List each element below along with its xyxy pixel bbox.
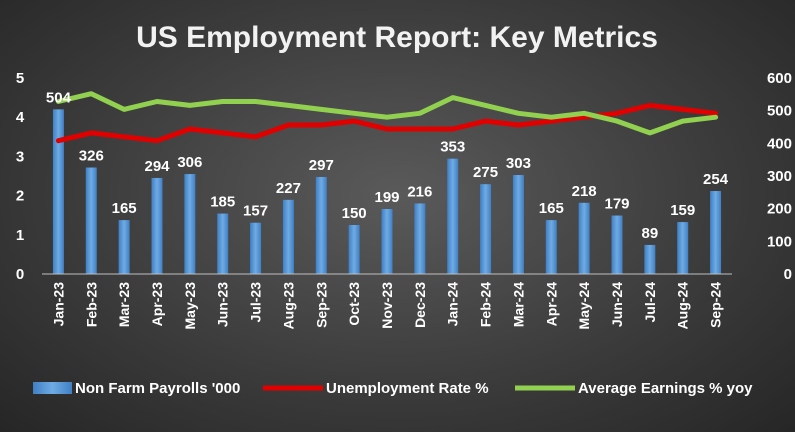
bars-group xyxy=(52,109,722,274)
y-left-tick-label: 0 xyxy=(16,266,24,283)
bar xyxy=(480,184,492,274)
bar xyxy=(512,175,524,274)
bar-data-label: 303 xyxy=(506,155,531,172)
bar xyxy=(644,244,656,274)
bar-data-label: 165 xyxy=(112,200,137,217)
bar-data-label: 159 xyxy=(670,202,695,219)
y-right-tick-label: 300 xyxy=(767,168,792,185)
x-tick-label: May-24 xyxy=(576,282,592,330)
bar-data-label: 150 xyxy=(342,205,367,222)
x-tick-label: Apr-24 xyxy=(543,282,559,327)
bar-data-label: 157 xyxy=(243,203,268,220)
legend-label: Unemployment Rate % xyxy=(326,380,489,397)
y-right-tick-label: 200 xyxy=(767,201,792,218)
bar xyxy=(85,167,97,274)
y-left-tick-label: 1 xyxy=(16,227,24,244)
x-tick-label: Feb-24 xyxy=(478,282,494,327)
y-right-tick-label: 400 xyxy=(767,135,792,152)
axes-group: 0 1 2 3 4 5 0 100 200 300 400 500 600 Jan-23 Feb-23 Mar… xyxy=(16,70,792,329)
x-tick-label: Nov-23 xyxy=(379,282,395,329)
bar-data-label: 504 xyxy=(46,89,72,106)
bar xyxy=(348,225,360,274)
x-tick-label: May-23 xyxy=(182,282,198,330)
x-tick-label: Jun-23 xyxy=(215,282,231,327)
bar-data-label: 275 xyxy=(473,164,498,181)
bar-data-label: 294 xyxy=(144,158,170,175)
y-left-tick-label: 3 xyxy=(16,148,24,165)
bar xyxy=(282,199,294,274)
bar-data-label: 89 xyxy=(642,225,659,242)
x-tick-label: Jan-23 xyxy=(50,282,66,327)
bar xyxy=(151,177,163,274)
legend-swatch xyxy=(33,382,72,394)
bar xyxy=(217,213,229,274)
bar-data-label: 199 xyxy=(374,189,399,206)
line-series-1 xyxy=(55,102,719,144)
bar-data-label: 306 xyxy=(177,154,202,171)
bar xyxy=(52,109,64,274)
bar xyxy=(545,220,557,274)
legend-label: Non Farm Payrolls '000 xyxy=(75,380,240,397)
lines-group xyxy=(55,91,719,144)
bar xyxy=(414,203,426,274)
bar xyxy=(710,191,722,274)
y-left-tick-label: 4 xyxy=(16,109,25,126)
chart-title: US Employment Report: Key Metrics xyxy=(136,21,658,54)
bar xyxy=(578,202,590,274)
bar xyxy=(447,158,459,274)
data-labels-group: 504 326 165 294 306 185 157 227 297 150 199 216 353 2… xyxy=(46,89,729,242)
bar-data-label: 179 xyxy=(604,196,629,213)
legend: Non Farm Payrolls '000 Unemployment Rate … xyxy=(33,380,753,397)
x-tick-label: Aug-24 xyxy=(675,282,691,330)
line-series-2 xyxy=(55,91,719,136)
bar-data-label: 353 xyxy=(440,139,465,156)
bar-data-label: 227 xyxy=(276,180,301,197)
bar xyxy=(184,174,196,274)
bar xyxy=(315,176,327,274)
x-tick-label: Mar-23 xyxy=(116,282,132,327)
x-tick-label: Jan-24 xyxy=(445,282,461,327)
y-left-tick-label: 5 xyxy=(16,70,24,87)
x-tick-label: Sep-23 xyxy=(313,282,329,328)
x-tick-label: Mar-24 xyxy=(510,282,526,327)
bar xyxy=(611,215,623,274)
bar-data-label: 165 xyxy=(539,200,564,217)
x-tick-label: Jul-24 xyxy=(642,282,658,323)
bar-data-label: 254 xyxy=(703,171,729,188)
bar-data-label: 185 xyxy=(210,194,235,211)
bar xyxy=(118,220,130,274)
bar-data-label: 218 xyxy=(572,183,597,200)
x-tick-label: Dec-23 xyxy=(412,282,428,328)
x-tick-label: Feb-23 xyxy=(83,282,99,327)
x-tick-label: Sep-24 xyxy=(708,282,724,328)
legend-label: Average Earnings % yoy xyxy=(578,380,753,397)
y-right-tick-label: 100 xyxy=(767,233,792,250)
y-right-tick-label: 500 xyxy=(767,103,792,120)
x-tick-label: Jul-23 xyxy=(248,282,264,323)
x-tick-label: Aug-23 xyxy=(280,282,296,330)
y-right-tick-label: 600 xyxy=(767,70,792,87)
x-tick-label: Jun-24 xyxy=(609,282,625,327)
bar-data-label: 216 xyxy=(407,183,432,200)
y-left-tick-label: 2 xyxy=(16,188,24,205)
bar-data-label: 297 xyxy=(309,157,334,174)
x-tick-label: Oct-23 xyxy=(346,282,362,326)
bar xyxy=(250,222,262,274)
x-tick-label: Apr-23 xyxy=(149,282,165,327)
bar xyxy=(381,208,393,274)
bar-data-label: 326 xyxy=(79,148,104,165)
y-right-tick-label: 0 xyxy=(784,266,792,283)
bar xyxy=(677,222,689,274)
